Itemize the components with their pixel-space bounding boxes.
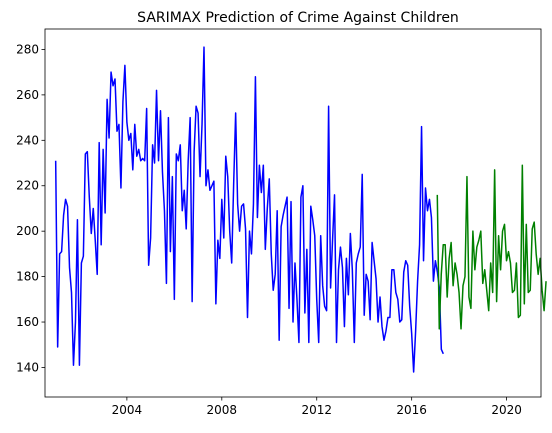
y-tick-label: 180 — [16, 270, 39, 284]
y-tick-label: 260 — [16, 88, 39, 102]
y-axis: 140 160 180 200 220 240 260 280 — [16, 42, 45, 374]
x-tick-label: 2016 — [396, 403, 427, 417]
x-tick-label: 2004 — [112, 403, 143, 417]
y-tick-label: 280 — [16, 42, 39, 56]
y-tick-label: 220 — [16, 179, 39, 193]
observed-series-line — [56, 47, 444, 372]
predicted-series-line — [437, 165, 546, 329]
x-tick-label: 2008 — [207, 403, 238, 417]
x-tick-label: 2012 — [301, 403, 332, 417]
x-tick-label: 2020 — [491, 403, 522, 417]
chart-title: SARIMAX Prediction of Crime Against Chil… — [137, 10, 459, 26]
y-tick-label: 200 — [16, 224, 39, 238]
plot-lines — [56, 47, 546, 372]
x-axis: 2004 2008 2012 2016 2020 — [112, 397, 522, 417]
y-tick-label: 140 — [16, 360, 39, 374]
y-tick-label: 240 — [16, 133, 39, 147]
y-tick-label: 160 — [16, 315, 39, 329]
